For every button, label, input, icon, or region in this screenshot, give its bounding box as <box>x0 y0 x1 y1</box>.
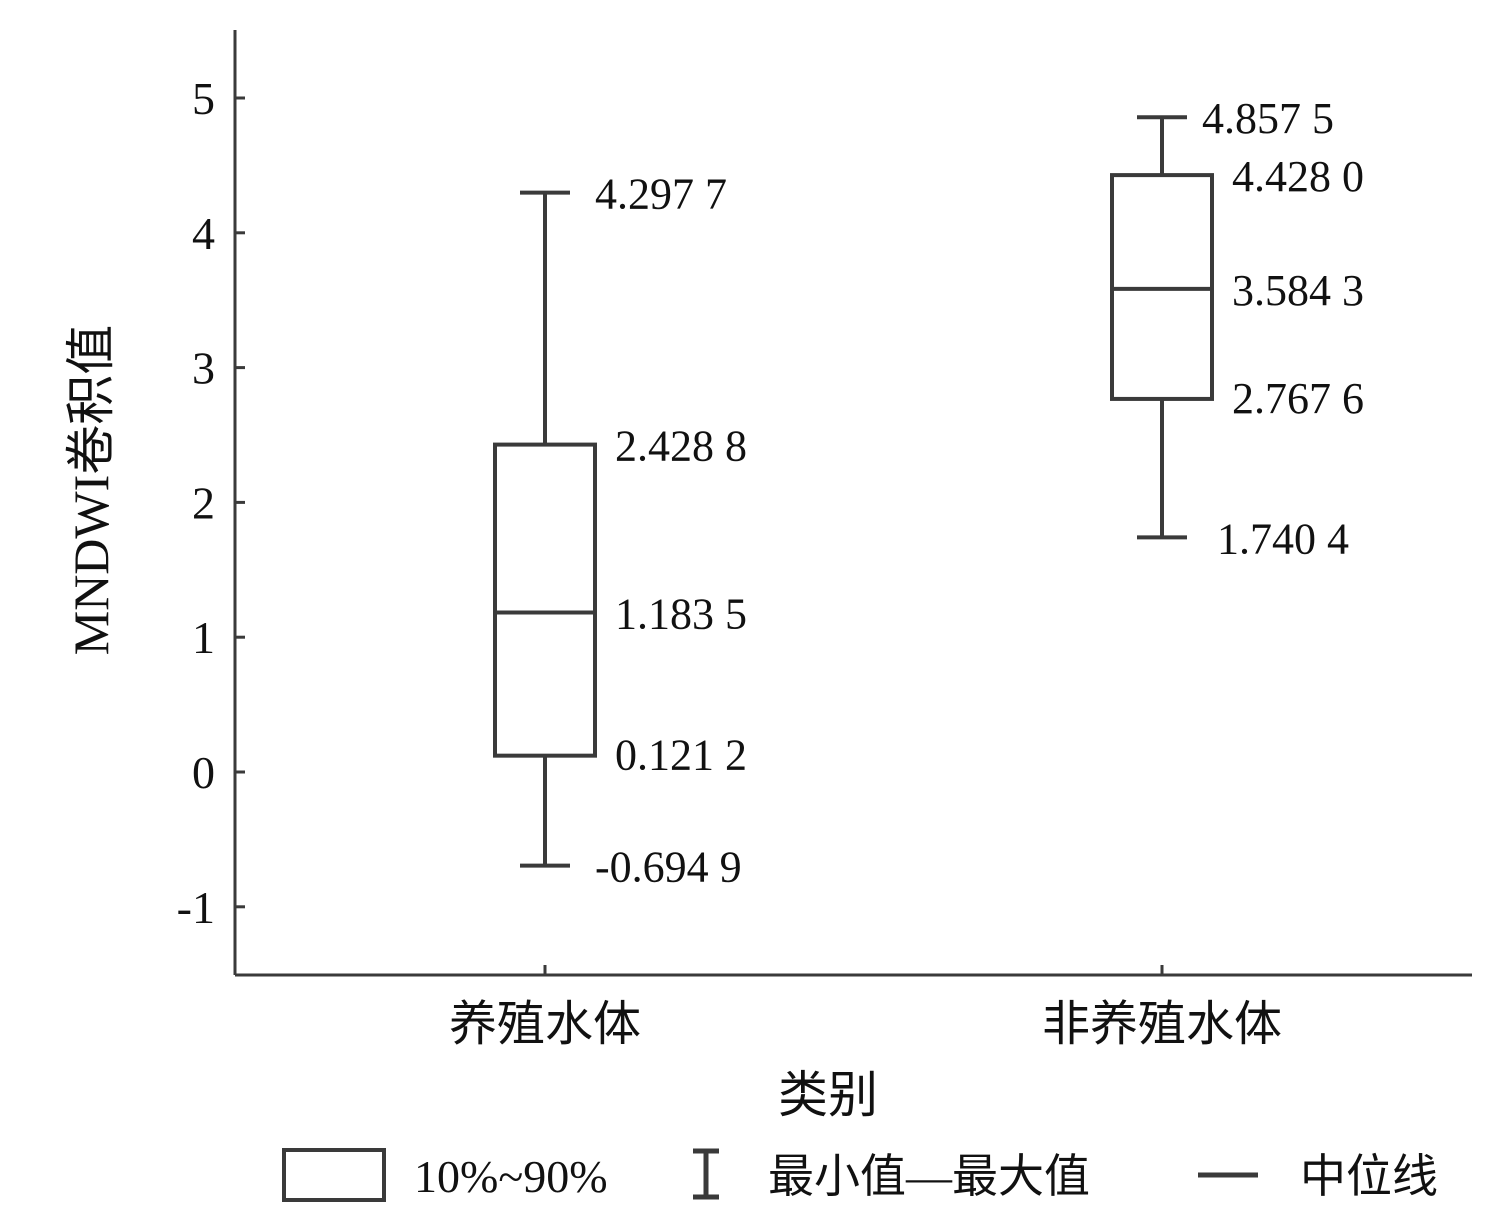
value-label-q90: 2.428 8 <box>615 422 747 471</box>
x-tick-label: 养殖水体 <box>449 998 641 1051</box>
y-tick-label: -1 <box>177 882 215 933</box>
y-axis-title: MNDWI卷积值 <box>63 325 119 656</box>
box-q10-q90 <box>493 442 597 758</box>
x-axis-title: 类别 <box>778 1067 878 1123</box>
value-label-min: -0.694 9 <box>595 843 742 892</box>
y-tick-label: 0 <box>192 747 215 798</box>
y-tick-label: 3 <box>192 343 215 394</box>
legend-label-whisker: 最小值—最大值 <box>768 1151 1090 1202</box>
legend-box-swatch <box>282 1148 386 1202</box>
y-axis-ticks: -1 0 1 2 3 4 5 <box>177 73 245 933</box>
value-label-q90: 4.428 0 <box>1232 152 1364 201</box>
y-tick-label: 5 <box>192 73 215 124</box>
value-label-max: 4.297 7 <box>595 170 727 219</box>
y-tick-label: 4 <box>192 208 215 259</box>
value-label-q10: 0.121 2 <box>615 731 747 780</box>
y-tick-label: 1 <box>192 612 215 663</box>
value-label-min: 1.740 4 <box>1217 514 1349 563</box>
x-tick-label: 非养殖水体 <box>1042 998 1282 1051</box>
box-series: 4.297 7 2.428 8 1.183 5 0.121 2 -0.694 9 4.85… <box>493 94 1364 892</box>
value-label-q10: 2.767 6 <box>1232 374 1364 423</box>
value-label-median: 1.183 5 <box>615 589 747 638</box>
x-axis-ticks: 养殖水体 非养殖水体 <box>449 965 1282 1051</box>
legend-label-box: 10%~90% <box>414 1151 608 1202</box>
legend-label-median: 中位线 <box>1300 1151 1438 1202</box>
y-tick-label: 2 <box>192 477 215 528</box>
legend: 10%~90% 最小值—最大值 中位线 <box>282 1148 1438 1202</box>
value-label-max: 4.857 5 <box>1202 94 1334 143</box>
value-label-median: 3.584 3 <box>1232 266 1364 315</box>
legend-whisker-icon <box>693 1148 719 1200</box>
